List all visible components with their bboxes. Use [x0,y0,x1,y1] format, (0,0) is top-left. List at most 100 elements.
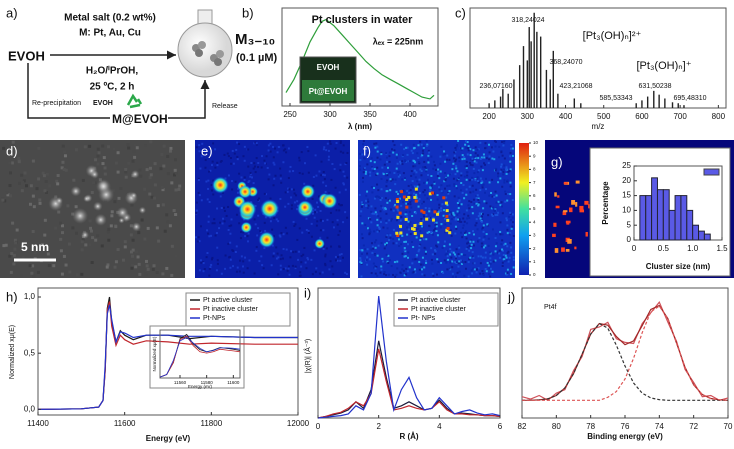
noise [272,184,275,187]
noise [482,273,485,276]
noise [409,201,412,204]
noise [469,191,472,194]
noise [468,258,471,261]
noise [263,159,266,162]
noise [465,193,468,196]
noise [435,225,438,228]
noise [461,154,464,157]
noise [311,273,314,276]
noise [328,268,331,271]
noise [377,189,380,192]
noise [198,269,201,272]
cluster-pixel [402,195,406,199]
noise [371,191,374,194]
noise [204,159,207,162]
noise [506,224,509,227]
noise [420,174,423,177]
noise [359,152,362,155]
noise [426,178,429,181]
peak-label: 585,53343 [599,95,632,102]
noise [491,195,494,198]
noise [279,197,282,200]
noise [464,231,467,234]
noise [477,197,480,200]
noise [452,177,455,180]
noise [509,155,512,158]
release: Release [212,103,238,110]
noise [293,201,296,204]
noise [406,189,409,192]
noise [228,255,231,258]
noise [34,251,38,255]
noise [503,179,506,182]
legend-label: Pt inactive cluster [203,306,259,313]
noise [372,247,375,250]
noise [143,187,147,191]
noise [387,254,390,257]
noise [508,233,511,236]
noise [369,171,372,174]
noise [329,211,332,214]
noise [299,271,302,274]
noise [235,245,238,248]
noise [501,248,504,251]
ion-label: [Pt₃(OH)ₙ]⁺ [637,60,692,72]
peak [522,46,525,108]
noise [287,187,290,190]
noise [59,221,63,225]
noise [406,270,409,273]
noise [509,160,512,163]
noise [398,190,401,193]
noise [440,261,443,264]
noise [376,230,379,233]
noise [510,143,513,146]
noise [453,183,456,186]
cluster-pixel [400,190,404,194]
noise [431,233,434,236]
noise [386,179,389,182]
noise [458,160,461,163]
noise [406,153,409,156]
noise [482,238,485,241]
cluster-spot [300,184,316,199]
noise [477,198,480,201]
noise [494,190,497,193]
noise [74,148,78,152]
noise [342,170,345,173]
recycle-icon [126,93,143,109]
noise [211,160,214,163]
noise [444,179,447,182]
noise [456,271,459,274]
noise [208,235,211,238]
cluster-spot [211,176,229,194]
noise [489,262,492,265]
noise [277,220,280,223]
noise [267,144,270,147]
x-tick-label: 80 [552,422,561,431]
noise [437,211,440,214]
y-tick-label: 10 [622,206,631,215]
noise [330,245,333,248]
noise [384,207,387,210]
noise [498,145,501,148]
noise [454,146,457,149]
noise [326,218,329,221]
noise [438,177,441,180]
noise [465,233,468,236]
cluster-spot [238,200,257,219]
noise [153,162,157,166]
noise [462,156,465,159]
noise [255,157,258,160]
noise [298,159,301,162]
noise [263,192,266,195]
noise [206,198,209,201]
noise [453,184,456,187]
noise [219,195,222,198]
noise [510,251,513,254]
noise [211,256,214,259]
noise [376,172,379,175]
noise [494,145,497,148]
noise [422,166,425,169]
noise [6,193,10,197]
noise [399,160,402,163]
